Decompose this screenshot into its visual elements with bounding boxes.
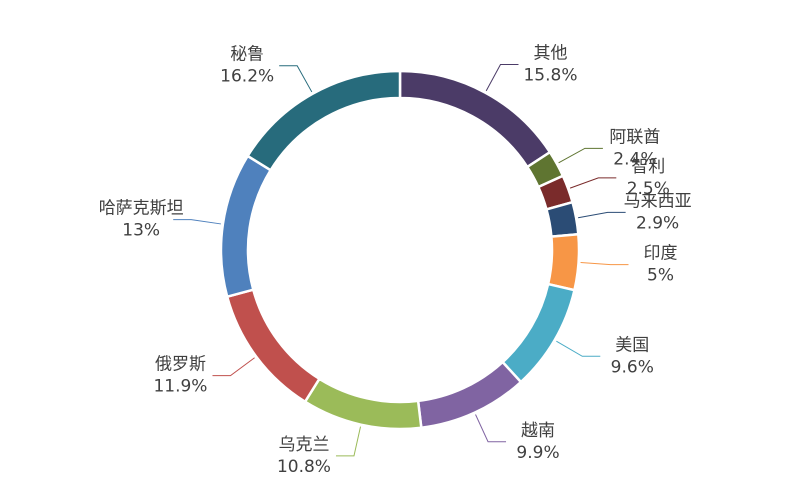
value-label: 2.5%: [627, 179, 670, 199]
slice: [500, 282, 576, 384]
slice: [546, 232, 581, 292]
slice-label: 马来西亚: [624, 191, 692, 211]
slice: [245, 69, 402, 172]
slice: [544, 200, 580, 239]
leader-line: [578, 211, 626, 219]
leader-line: [558, 147, 603, 164]
slice-label: 其他: [533, 43, 567, 63]
slice-label: 秘鲁: [230, 45, 264, 65]
leader-line: [335, 426, 362, 457]
leader-line: [173, 219, 221, 225]
value-label: 9.6%: [611, 357, 654, 377]
slice-label: 智利: [631, 157, 665, 177]
value-label: 10.8%: [277, 457, 331, 477]
slice: [225, 288, 322, 404]
slice-label: 乌克兰: [278, 435, 329, 455]
slice: [416, 360, 523, 430]
value-label: 2.9%: [636, 213, 679, 233]
value-label: 5%: [647, 266, 674, 286]
leader-line: [569, 177, 617, 189]
slice-label: 美国: [615, 335, 649, 355]
leader-line: [580, 262, 629, 266]
value-label: 15.8%: [523, 65, 577, 85]
leader-line: [279, 65, 313, 93]
leader-line: [212, 357, 255, 377]
slice-label: 印度: [643, 244, 677, 264]
slice-label: 俄罗斯: [155, 355, 206, 375]
leader-line: [485, 63, 519, 92]
slice-label: 越南: [521, 421, 555, 441]
value-label: 13%: [122, 221, 160, 241]
slice-label: 阿联酋: [609, 127, 660, 147]
value-label: 9.9%: [516, 443, 559, 463]
leader-line: [556, 340, 601, 357]
value-label: 11.9%: [153, 377, 207, 397]
slice: [303, 377, 423, 431]
value-label: 16.2%: [220, 67, 274, 87]
leader-line: [475, 414, 507, 443]
value-label: 2.4%: [613, 149, 656, 169]
slice-label: 哈萨克斯坦: [99, 199, 184, 219]
slice: [219, 154, 273, 299]
